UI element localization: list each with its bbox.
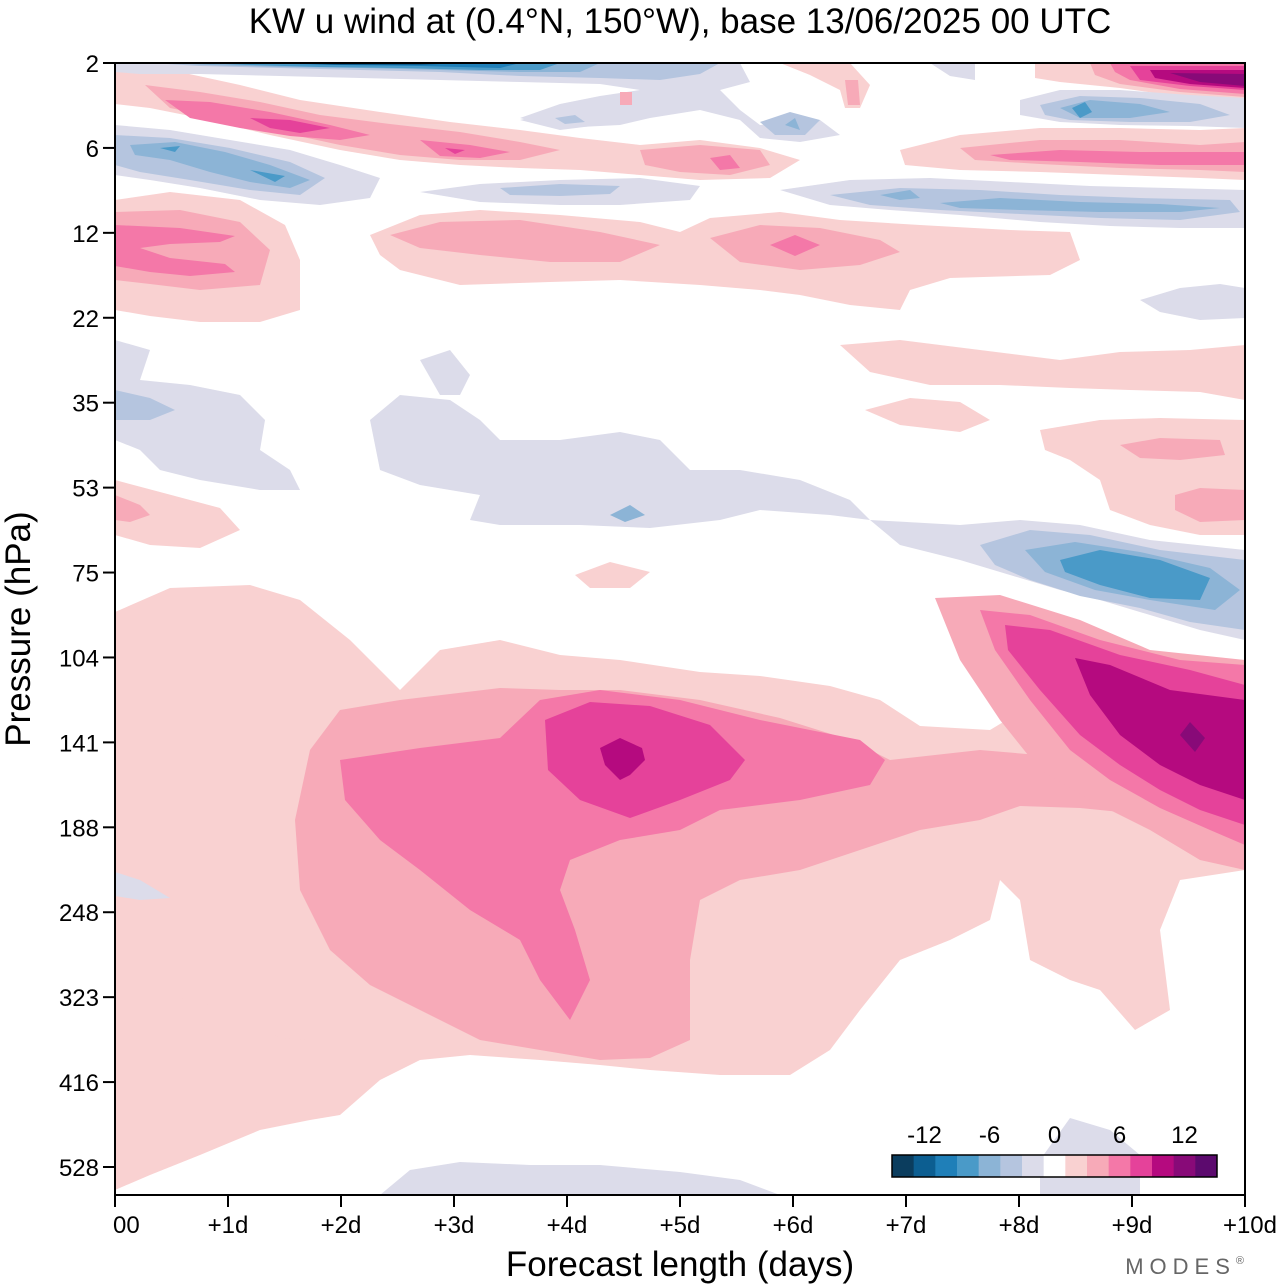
x-tick-label: +2d xyxy=(321,1212,362,1239)
contour-westerly-6-6b xyxy=(710,155,740,170)
contour-westerly-2-35 xyxy=(840,340,1245,400)
contour-easterly-4-3 xyxy=(555,115,585,124)
y-tick-label: 2 xyxy=(86,51,99,78)
contour-westerly-2-6 xyxy=(115,70,800,180)
colorbar-swatch xyxy=(1152,1155,1175,1177)
contour-easterly-4-9 xyxy=(500,184,620,196)
y-tick-label: 6 xyxy=(86,136,99,163)
contour-westerly-6-12c xyxy=(770,235,820,256)
colorbar-tick-label: 0 xyxy=(1048,1122,1061,1149)
contour-easterly-2-low xyxy=(115,872,170,900)
contour-easterly-8-right xyxy=(1060,550,1210,600)
colorbar-swatch xyxy=(1065,1155,1088,1177)
colorbar-swatch xyxy=(1087,1155,1110,1177)
chart-title: KW u wind at (0.4°N, 150°W), base 13/06/… xyxy=(249,2,1112,41)
contour-easterly-2-mid xyxy=(115,340,300,490)
colorbar-swatch xyxy=(1195,1155,1218,1177)
colorbar-swatch xyxy=(935,1155,958,1177)
colorbar-swatch xyxy=(978,1155,1001,1177)
colorbar-tick-label: 6 xyxy=(1113,1122,1126,1149)
x-tick-label: +6d xyxy=(773,1212,814,1239)
x-tick-label: +1d xyxy=(208,1212,249,1239)
contour-easterly-4-mid2 xyxy=(610,505,645,522)
contour-westerly-4-6 xyxy=(145,85,560,160)
colorbar: -12 -6 0 6 12 xyxy=(891,1122,1218,1178)
colorbar-swatch xyxy=(1130,1155,1153,1177)
contour-field xyxy=(115,63,1245,1195)
brand-label: MODES® xyxy=(1125,1254,1250,1279)
brand-mark: ® xyxy=(1236,1255,1250,1267)
y-tick-label: 141 xyxy=(59,730,99,757)
contour-easterly-2-mid2 xyxy=(370,395,870,528)
x-tick-label: +8d xyxy=(999,1212,1040,1239)
contour-westerly-12-right xyxy=(1180,722,1205,752)
contour-easterly-2-bottom xyxy=(380,1162,780,1195)
contour-westerly-2-40r xyxy=(865,398,990,432)
x-tick-label: +4d xyxy=(547,1212,588,1239)
y-tick-label: 188 xyxy=(59,815,99,842)
y-tick-label: 248 xyxy=(59,900,99,927)
colorbar-swatch xyxy=(1043,1155,1066,1177)
y-tick-label: 35 xyxy=(72,391,99,418)
contour-westerly-6-6r xyxy=(990,150,1245,165)
contour-westerly-2b xyxy=(115,995,310,1185)
contour-easterly-8-6 xyxy=(160,146,285,182)
contour-easterly-2-2r xyxy=(930,63,975,80)
colorbar-tick-label: -6 xyxy=(979,1122,1000,1149)
contour-westerly-6-12 xyxy=(115,225,235,276)
x-tick-label: +10d xyxy=(1223,1212,1277,1239)
y-tick-label: 323 xyxy=(59,985,99,1012)
y-axis: 2 6 12 22 35 53 75 104 141 188 248 323 416 528 xyxy=(59,51,115,1182)
colorbar-swatch xyxy=(892,1155,915,1177)
colorbar-swatch xyxy=(1173,1155,1196,1177)
y-tick-label: 22 xyxy=(72,306,99,333)
colorbar-swatch xyxy=(957,1155,980,1177)
y-axis-label: Pressure (hPa) xyxy=(0,511,38,746)
x-axis-label: Forecast length (days) xyxy=(506,1245,854,1284)
contour-westerly-4-2c xyxy=(620,92,632,105)
contour-westerly-4-53l xyxy=(115,495,150,522)
colorbar-tick-label: -12 xyxy=(907,1122,942,1149)
contour-westerly-4-53r xyxy=(1175,488,1245,522)
contour-easterly-2-2 xyxy=(115,63,840,142)
colorbar-tick-label: 12 xyxy=(1171,1122,1198,1149)
x-tick-label: +3d xyxy=(434,1212,475,1239)
contour-easterly-6-2b xyxy=(785,118,800,130)
y-tick-label: 53 xyxy=(72,476,99,503)
contour-westerly-6 xyxy=(340,690,885,1020)
contour-easterly-8-4r xyxy=(1072,102,1092,118)
y-tick-label: 416 xyxy=(59,1070,99,1097)
contour-easterly-6-9r xyxy=(880,190,1220,212)
contour-westerly-10 xyxy=(600,738,645,780)
colorbar-frame xyxy=(891,1154,1218,1178)
contour-westerly-6-6 xyxy=(165,100,510,158)
y-tick-label: 528 xyxy=(59,1155,99,1182)
contour-easterly-2-20 xyxy=(1140,284,1245,320)
x-tick-label: 00 xyxy=(113,1212,140,1239)
x-tick-label: +7d xyxy=(886,1212,927,1239)
contour-easterly-4-mid xyxy=(115,390,175,420)
contour-westerly-8-6 xyxy=(250,118,465,154)
colorbar-swatch xyxy=(913,1155,936,1177)
colorbar-swatch xyxy=(1108,1155,1131,1177)
contour-westerly-4-45r xyxy=(1120,438,1225,460)
contour-westerly-2-53l xyxy=(115,480,240,548)
y-tick-label: 12 xyxy=(72,221,99,248)
x-tick-label: +9d xyxy=(1112,1212,1153,1239)
contour-westerly-12-2r xyxy=(1170,73,1245,86)
contour-westerly-4-12b xyxy=(390,220,660,262)
x-tick-label: +5d xyxy=(660,1212,701,1239)
contour-westerly-4-2 xyxy=(845,80,860,105)
colorbar-swatch xyxy=(1022,1155,1045,1177)
colorbar-swatch xyxy=(1000,1155,1023,1177)
contour-westerly-2-75 xyxy=(575,562,650,588)
y-tick-label: 75 xyxy=(72,561,99,588)
y-tick-label: 104 xyxy=(59,645,99,672)
contour-easterly-10-2 xyxy=(240,63,520,68)
x-axis: 00 +1d +2d +3d +4d +5d +6d +7d +8d +9d +10d xyxy=(113,1195,1277,1239)
contour-westerly-10-right xyxy=(1075,658,1245,800)
contour-easterly-2-mid3 xyxy=(420,350,470,395)
